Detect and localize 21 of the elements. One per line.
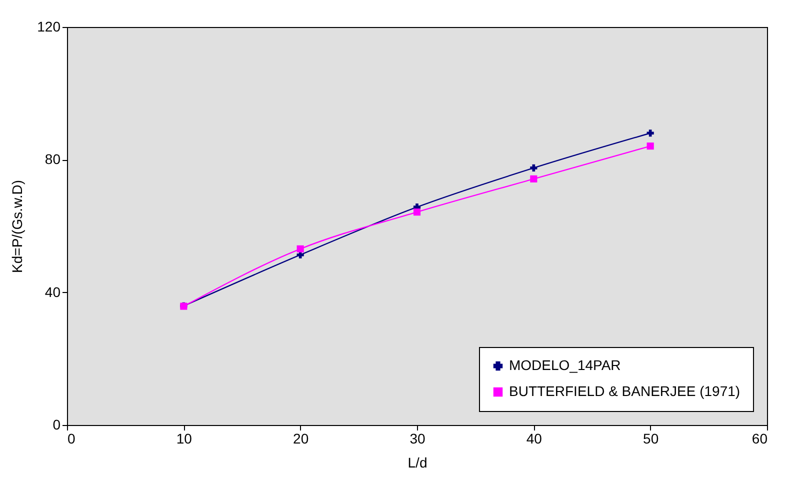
y-tick-label: 80: [44, 151, 61, 168]
point: [296, 245, 304, 252]
legend-label: BUTTERFIELD & BANERJEE (1971): [509, 383, 740, 399]
x-axis-title: L/d: [408, 454, 428, 470]
x-tick-label: 50: [643, 430, 659, 446]
point: [646, 130, 654, 137]
point: [413, 208, 421, 216]
y-axis-title: Kd=P/(Gs.w.D): [9, 180, 26, 273]
y-tick-label: 0: [52, 416, 61, 432]
x-tick-label: 0: [68, 430, 76, 446]
x-tick-label: 40: [526, 430, 542, 446]
point: [530, 164, 538, 172]
y-tick-label: 120: [37, 18, 61, 34]
x-tick-label: 10: [176, 430, 192, 446]
point: [646, 142, 654, 150]
x-tick-label: 30: [410, 430, 426, 446]
x-tick-label: 20: [293, 430, 309, 446]
x-tick-label: 60: [752, 430, 768, 446]
point: [530, 175, 538, 182]
legend-label: MODELO_14PAR: [509, 357, 621, 373]
y-tick-label: 40: [44, 284, 61, 300]
